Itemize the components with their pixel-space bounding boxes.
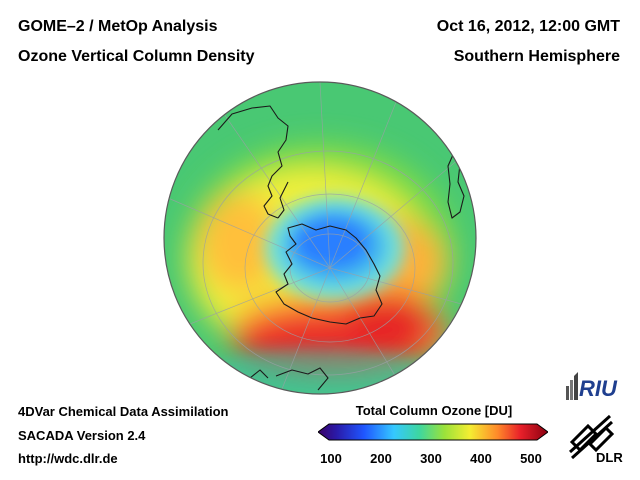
dlr-logo-text: DLR (596, 450, 623, 465)
ozone-colorbar (318, 423, 548, 441)
australia-outline (275, 367, 329, 391)
colorbar-tick-300: 300 (420, 451, 442, 466)
colorbar-tick-500: 500 (520, 451, 542, 466)
antarctica-outline (275, 223, 383, 325)
title-product: Ozone Vertical Column Density (18, 48, 255, 65)
colorbar-tick-400: 400 (470, 451, 492, 466)
riu-logo: RIU (566, 372, 618, 401)
legend-title: Total Column Ozone [DU] (355, 403, 513, 418)
colorbar-tick-200: 200 (370, 451, 392, 466)
footer-method: 4DVar Chemical Data Assimilation (18, 404, 229, 419)
south-america-outline (217, 105, 289, 219)
title-datetime: Oct 16, 2012, 12:00 GMT (436, 18, 620, 35)
footer-url[interactable]: http://wdc.dlr.de (18, 451, 118, 466)
africa-outline (447, 147, 465, 219)
ozone-globe-map (163, 81, 477, 395)
title-region: Southern Hemisphere (453, 48, 620, 65)
title-instrument: GOME–2 / MetOp Analysis (18, 18, 218, 35)
riu-logo-text: RIU (579, 376, 618, 401)
dlr-logo-icon (568, 414, 615, 460)
footer-version: SACADA Version 2.4 (18, 428, 146, 443)
colorbar-tick-100: 100 (320, 451, 342, 466)
